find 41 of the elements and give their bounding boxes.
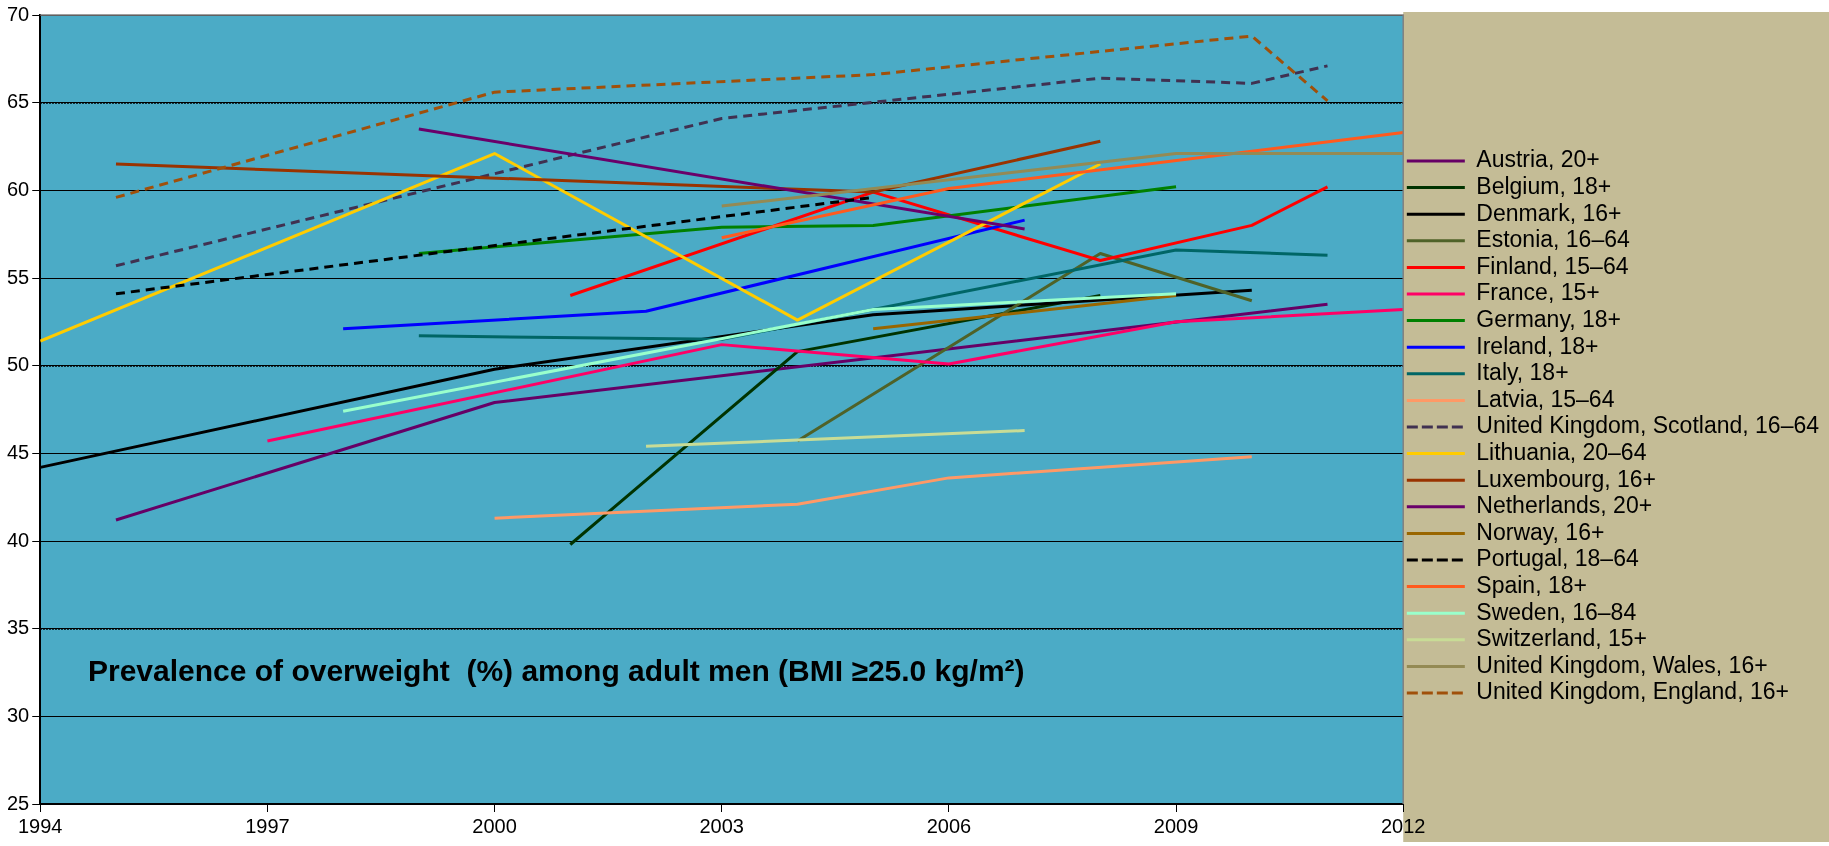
legend-label: Sweden, 16–84 (1476, 598, 1637, 625)
legend-label: Spain, 18+ (1476, 571, 1587, 598)
legend-label: Austria, 20+ (1476, 146, 1600, 173)
x-tick-label: 1994 (18, 814, 63, 837)
y-tick-label: 45 (7, 440, 30, 463)
legend-label: France, 15+ (1476, 279, 1600, 306)
y-tick-label: 25 (7, 791, 30, 814)
x-tick-label: 2006 (926, 814, 972, 837)
line-series (114, 34, 1329, 199)
y-tick-label: 65 (7, 90, 30, 113)
legend-label: Portugal, 18–64 (1476, 545, 1639, 572)
x-tick-label: 2003 (699, 814, 744, 837)
x-tick-label: 2012 (1380, 814, 1426, 837)
legend-label: United Kingdom, Wales, 16+ (1476, 651, 1768, 678)
x-tick-label: 1997 (245, 814, 290, 837)
legend-label: Netherlands, 20+ (1476, 492, 1653, 519)
legend-label: Italy, 18+ (1476, 359, 1569, 386)
text: Prevalence of overweight (%) among adult men (BMI ≥25.0 kg/m²) (87, 653, 1025, 687)
legend-label: Germany, 18+ (1476, 305, 1621, 332)
legend-label: Latvia, 15–64 (1476, 385, 1615, 412)
x-tick-label: 2009 (1153, 814, 1199, 837)
legend-label: United Kingdom, England, 16+ (1476, 678, 1789, 705)
y-tick-label: 60 (7, 177, 30, 200)
x-tick-label: 2000 (472, 814, 517, 837)
y-tick-label: 35 (7, 616, 30, 639)
legend-label: Switzerland, 15+ (1476, 625, 1648, 652)
legend-label: Denmark, 16+ (1476, 199, 1622, 226)
y-tick-label: 70 (7, 2, 30, 25)
legend-label: Lithuania, 20–64 (1476, 438, 1647, 465)
legend-label: United Kingdom, Scotland, 16–64 (1476, 412, 1820, 439)
line-series (114, 64, 1329, 268)
legend-label: Estonia, 16–64 (1476, 226, 1630, 253)
legend-label: Finland, 15–64 (1476, 252, 1629, 279)
legend-label: Belgium, 18+ (1476, 172, 1612, 199)
y-tick-label: 40 (7, 528, 30, 551)
legend-label: Luxembourg, 16+ (1476, 465, 1656, 492)
legend-label: Norway, 16+ (1476, 518, 1605, 545)
legend-label: Ireland, 18+ (1476, 332, 1599, 359)
y-tick-label: 55 (7, 265, 30, 288)
y-tick-label: 30 (7, 703, 30, 726)
y-tick-label: 50 (7, 353, 30, 376)
